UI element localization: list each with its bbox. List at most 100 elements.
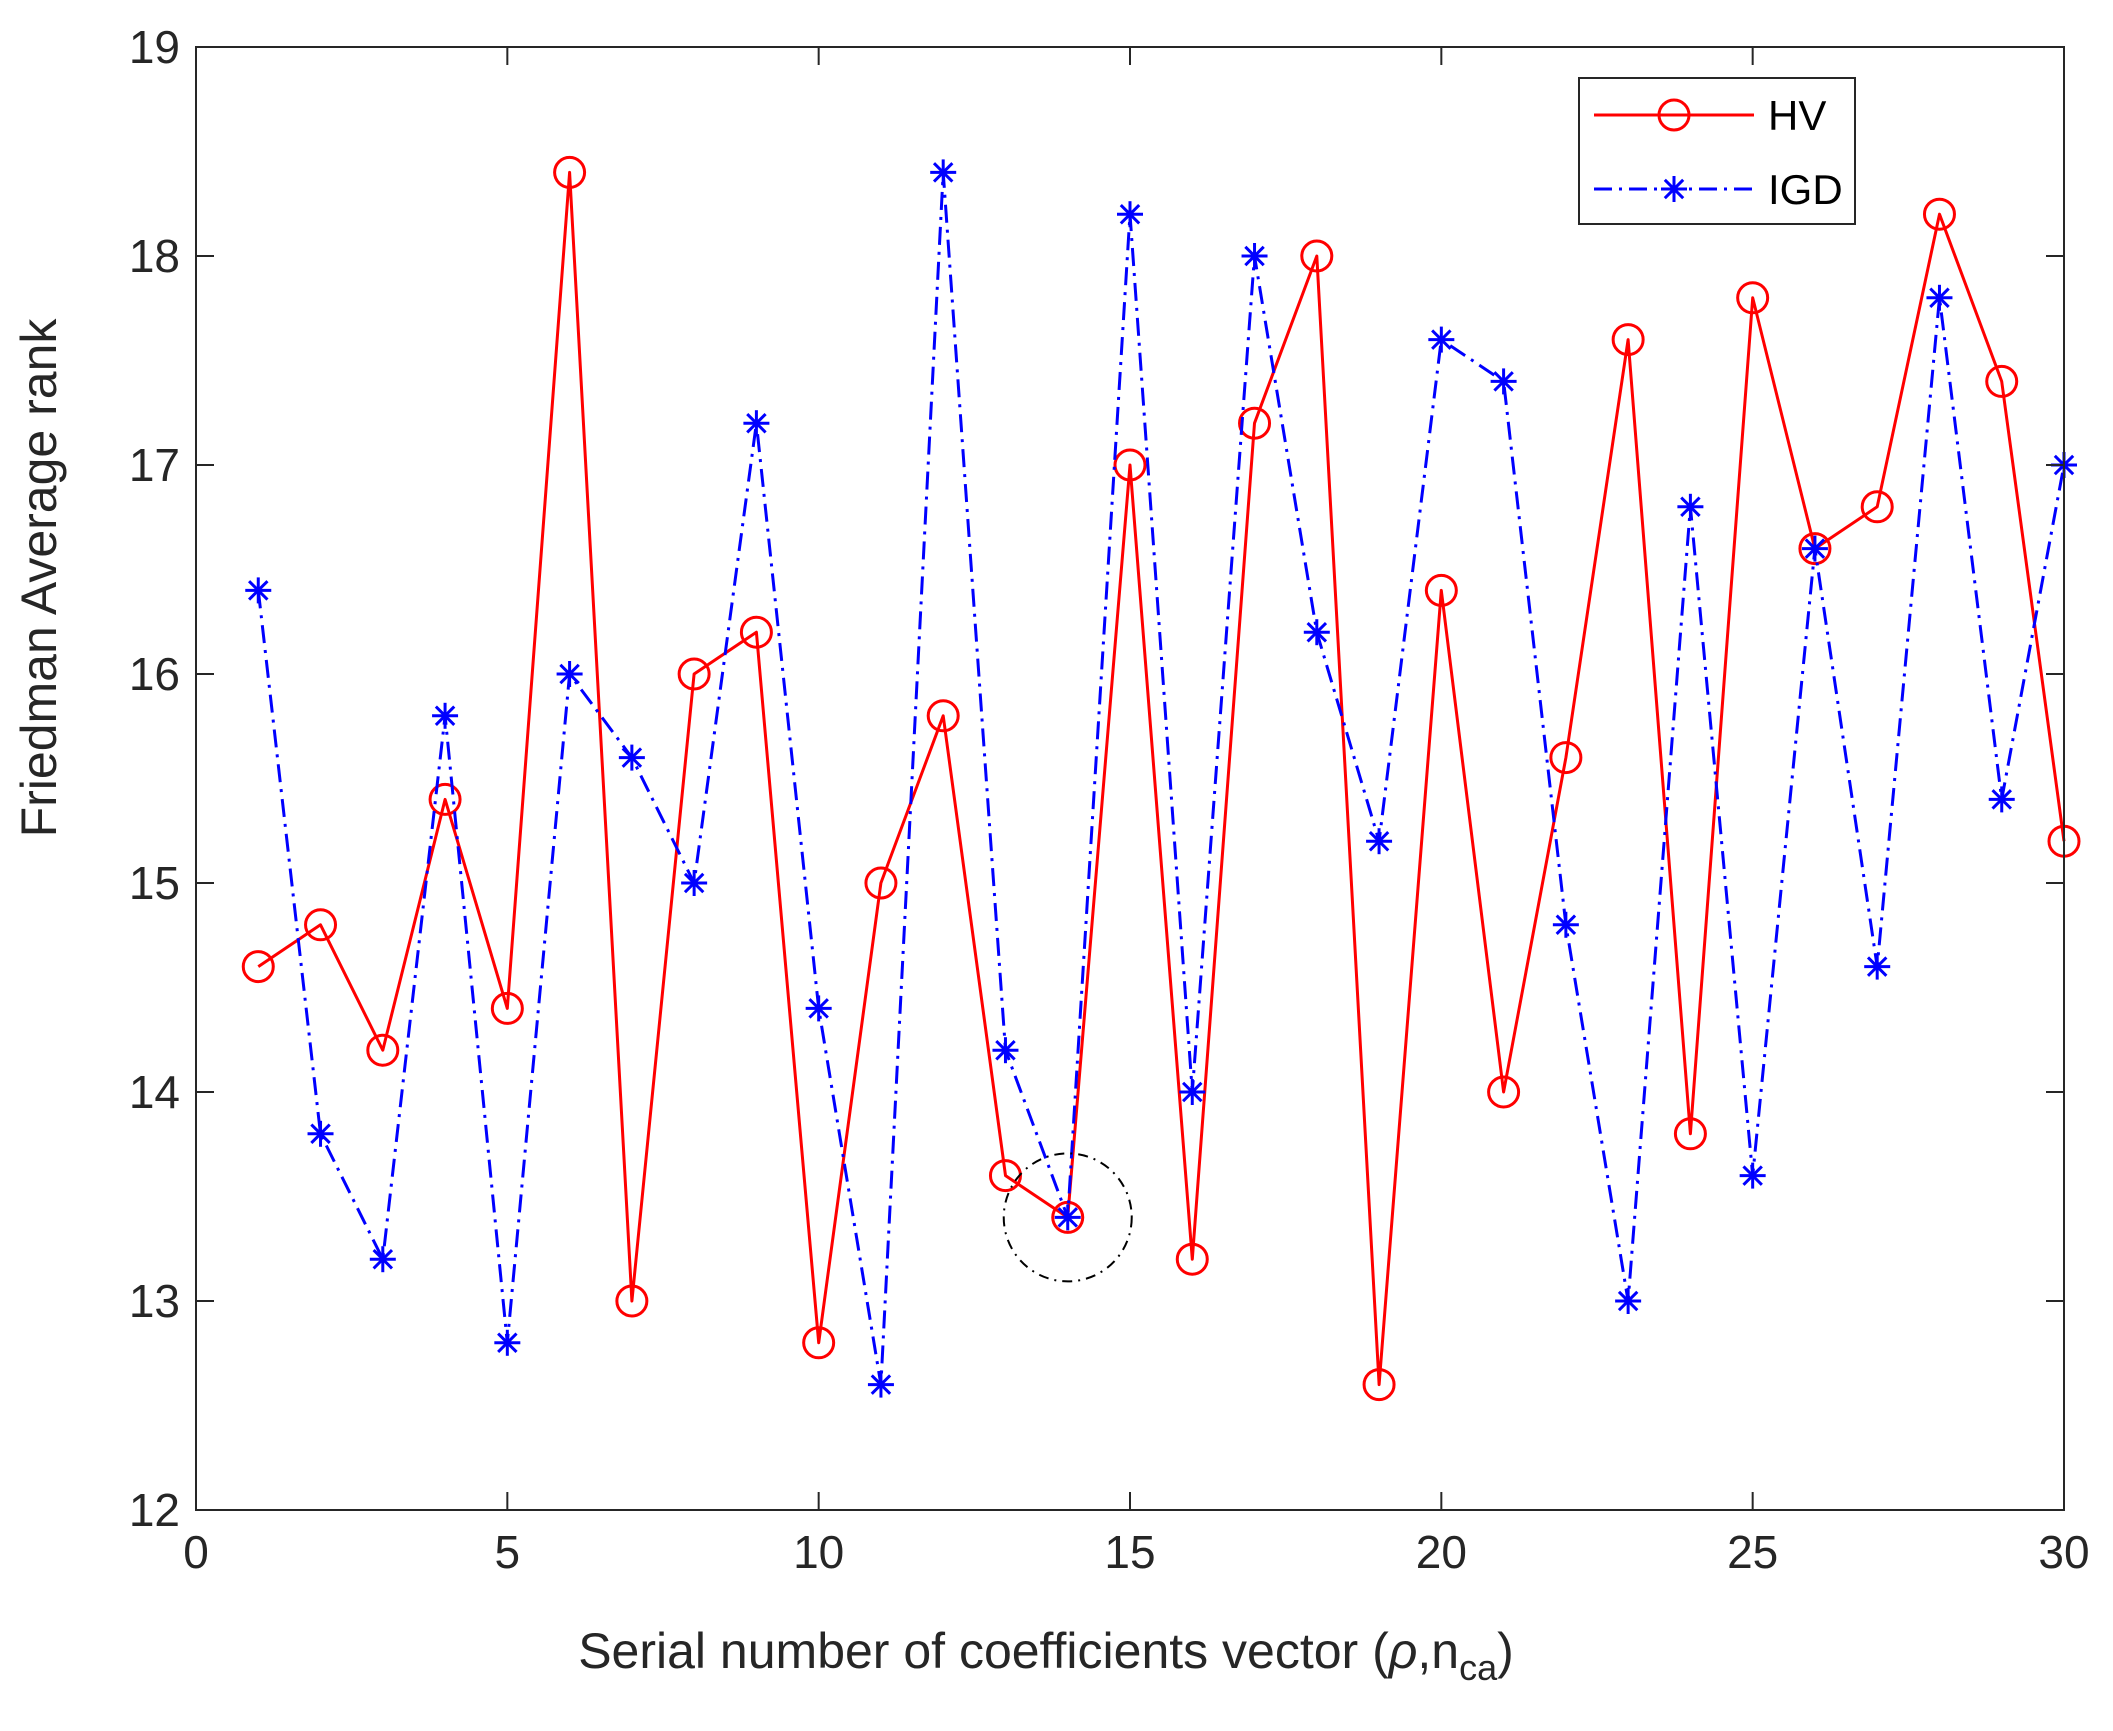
series-layer — [241, 155, 2081, 1402]
data-point-igd-15-stroke — [1119, 203, 1141, 225]
data-point-igd-13 — [992, 1037, 1019, 1064]
legend-hv-label: HV — [1768, 92, 1826, 139]
data-point-igd-9 — [743, 410, 770, 437]
data-point-igd-8 — [681, 870, 708, 896]
data-point-igd-11-stroke — [870, 1374, 892, 1395]
data-point-hv-17 — [1238, 406, 1272, 440]
data-point-igd-1-stroke — [248, 580, 269, 601]
data-point-hv-7 — [615, 1284, 649, 1318]
data-point-igd-3-stroke — [372, 1248, 394, 1270]
x-tick-label-1: 5 — [495, 1526, 521, 1578]
data-point-igd-14-stroke — [1057, 1207, 1078, 1228]
data-point-igd-9-stroke — [746, 412, 767, 434]
x-tick-label-2: 10 — [793, 1526, 844, 1578]
data-point-igd-20 — [1428, 326, 1455, 353]
plot-area — [196, 47, 2064, 1510]
y-tick-label-3: 15 — [129, 857, 180, 909]
y-axis-title: Friedman Average rank — [11, 318, 67, 838]
data-point-igd-4 — [432, 702, 459, 729]
data-point-hv-5 — [490, 991, 524, 1025]
y-tick-label-1: 13 — [129, 1275, 180, 1327]
data-point-igd-28 — [1926, 284, 1953, 311]
data-point-igd-22-stroke — [1555, 914, 1577, 936]
data-point-hv-29 — [1985, 364, 2019, 398]
data-point-hv-11 — [864, 866, 898, 900]
data-point-igd-10-stroke — [808, 998, 829, 1019]
data-point-igd-12-stroke — [932, 162, 954, 183]
data-point-igd-20-stroke — [1431, 329, 1452, 350]
legend-igd-marker — [1661, 176, 1687, 202]
x-axis-title-subscript: ca — [1459, 1647, 1498, 1688]
series-line-hv — [257, 170, 2066, 1387]
y-tick-label-5: 17 — [129, 439, 180, 491]
legend-igd-asterisk — [1661, 176, 1687, 202]
data-point-igd-1 — [245, 577, 272, 604]
data-point-igd-16 — [1179, 1079, 1206, 1105]
data-point-igd-12 — [930, 159, 957, 186]
data-point-igd-21-stroke — [1493, 371, 1514, 392]
x-axis-title: Serial number of coefficients vector (ρ,… — [578, 1623, 1514, 1688]
data-point-hv-15 — [1113, 448, 1147, 482]
data-point-hv-28 — [1922, 197, 1956, 231]
x-axis-title-main: Serial number of coefficients vector ( — [578, 1623, 1389, 1679]
data-point-hv-6 — [553, 155, 587, 189]
data-point-igd-28-stroke — [1929, 287, 1950, 309]
data-point-hv-4 — [428, 782, 462, 816]
series-line-igd — [256, 170, 2066, 1387]
data-point-igd-13-stroke — [995, 1039, 1016, 1061]
data-point-igd-24-stroke — [1680, 496, 1701, 518]
data-point-igd-11 — [867, 1371, 894, 1398]
data-point-hv-24 — [1673, 1117, 1707, 1151]
data-point-igd-23 — [1615, 1288, 1642, 1314]
data-point-hv-2 — [304, 908, 338, 942]
y-tick-label-4: 16 — [129, 648, 180, 700]
x-axis-title-n: ,n — [1417, 1623, 1459, 1679]
data-point-igd-17 — [1241, 243, 1268, 269]
data-point-igd-25 — [1739, 1162, 1766, 1189]
data-point-igd-23-stroke — [1617, 1290, 1639, 1312]
data-point-igd-3 — [369, 1246, 396, 1273]
legend-igd-label: IGD — [1768, 166, 1843, 213]
data-point-igd-27 — [1864, 953, 1891, 980]
legend-hv-marker — [1657, 98, 1691, 132]
data-point-hv-12 — [926, 699, 960, 733]
x-axis-title-close: ) — [1497, 1623, 1514, 1679]
legend-igd-asterisk-stroke — [1663, 178, 1685, 200]
axes-layer: 0 5 10 15 20 25 30 12 13 14 15 16 17 18 19 — [129, 21, 2090, 1578]
data-point-igd-6-stroke — [559, 663, 580, 685]
data-point-hv-16 — [1175, 1242, 1209, 1276]
data-point-hv-3 — [366, 1033, 400, 1067]
y-tick-label-7: 19 — [129, 21, 180, 73]
legend: HV IGD — [1578, 77, 1856, 225]
data-point-igd-29-stroke — [1991, 789, 2012, 810]
data-point-igd-29 — [1988, 786, 2015, 813]
data-point-igd-7 — [618, 744, 645, 771]
data-point-igd-10 — [805, 995, 832, 1022]
data-point-igd-5 — [494, 1329, 521, 1356]
data-point-igd-26-stroke — [1804, 538, 1826, 559]
data-point-hv-9 — [739, 615, 773, 649]
data-point-igd-19-stroke — [1368, 830, 1390, 852]
x-tick-label-4: 20 — [1416, 1526, 1467, 1578]
data-point-igd-16-stroke — [1182, 1081, 1203, 1103]
data-point-igd-25-stroke — [1742, 1165, 1763, 1186]
data-point-igd-26 — [1801, 535, 1828, 562]
data-point-hv-20 — [1424, 573, 1458, 607]
data-point-igd-21 — [1490, 368, 1517, 395]
data-point-hv-19 — [1362, 1368, 1396, 1402]
data-point-hv-10 — [802, 1326, 836, 1360]
data-point-hv-27 — [1860, 490, 1894, 524]
data-point-igd-15 — [1117, 201, 1143, 228]
data-point-igd-17-stroke — [1244, 245, 1265, 267]
annotation-layer — [1002, 1152, 1133, 1283]
data-point-hv-26 — [1798, 532, 1832, 566]
data-point-hv-21 — [1487, 1075, 1521, 1109]
data-point-igd-18 — [1303, 619, 1330, 646]
x-tick-label-6: 30 — [2038, 1526, 2089, 1578]
data-point-igd-6 — [556, 661, 583, 687]
data-point-igd-18-stroke — [1306, 621, 1328, 643]
annotation-circle-0 — [1002, 1152, 1133, 1283]
data-point-igd-24 — [1677, 493, 1704, 520]
data-point-hv-1 — [241, 950, 275, 984]
